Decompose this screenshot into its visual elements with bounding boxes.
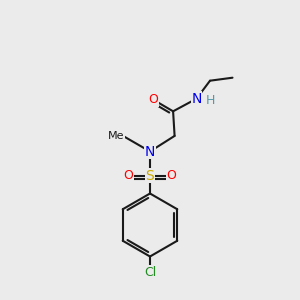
Text: Me: Me xyxy=(108,131,124,141)
Text: S: S xyxy=(146,169,154,182)
Text: O: O xyxy=(167,169,176,182)
Text: O: O xyxy=(124,169,133,182)
Text: O: O xyxy=(149,93,158,106)
Text: Cl: Cl xyxy=(144,266,156,279)
Text: N: N xyxy=(145,145,155,158)
Text: N: N xyxy=(191,92,202,106)
Text: H: H xyxy=(206,94,216,107)
